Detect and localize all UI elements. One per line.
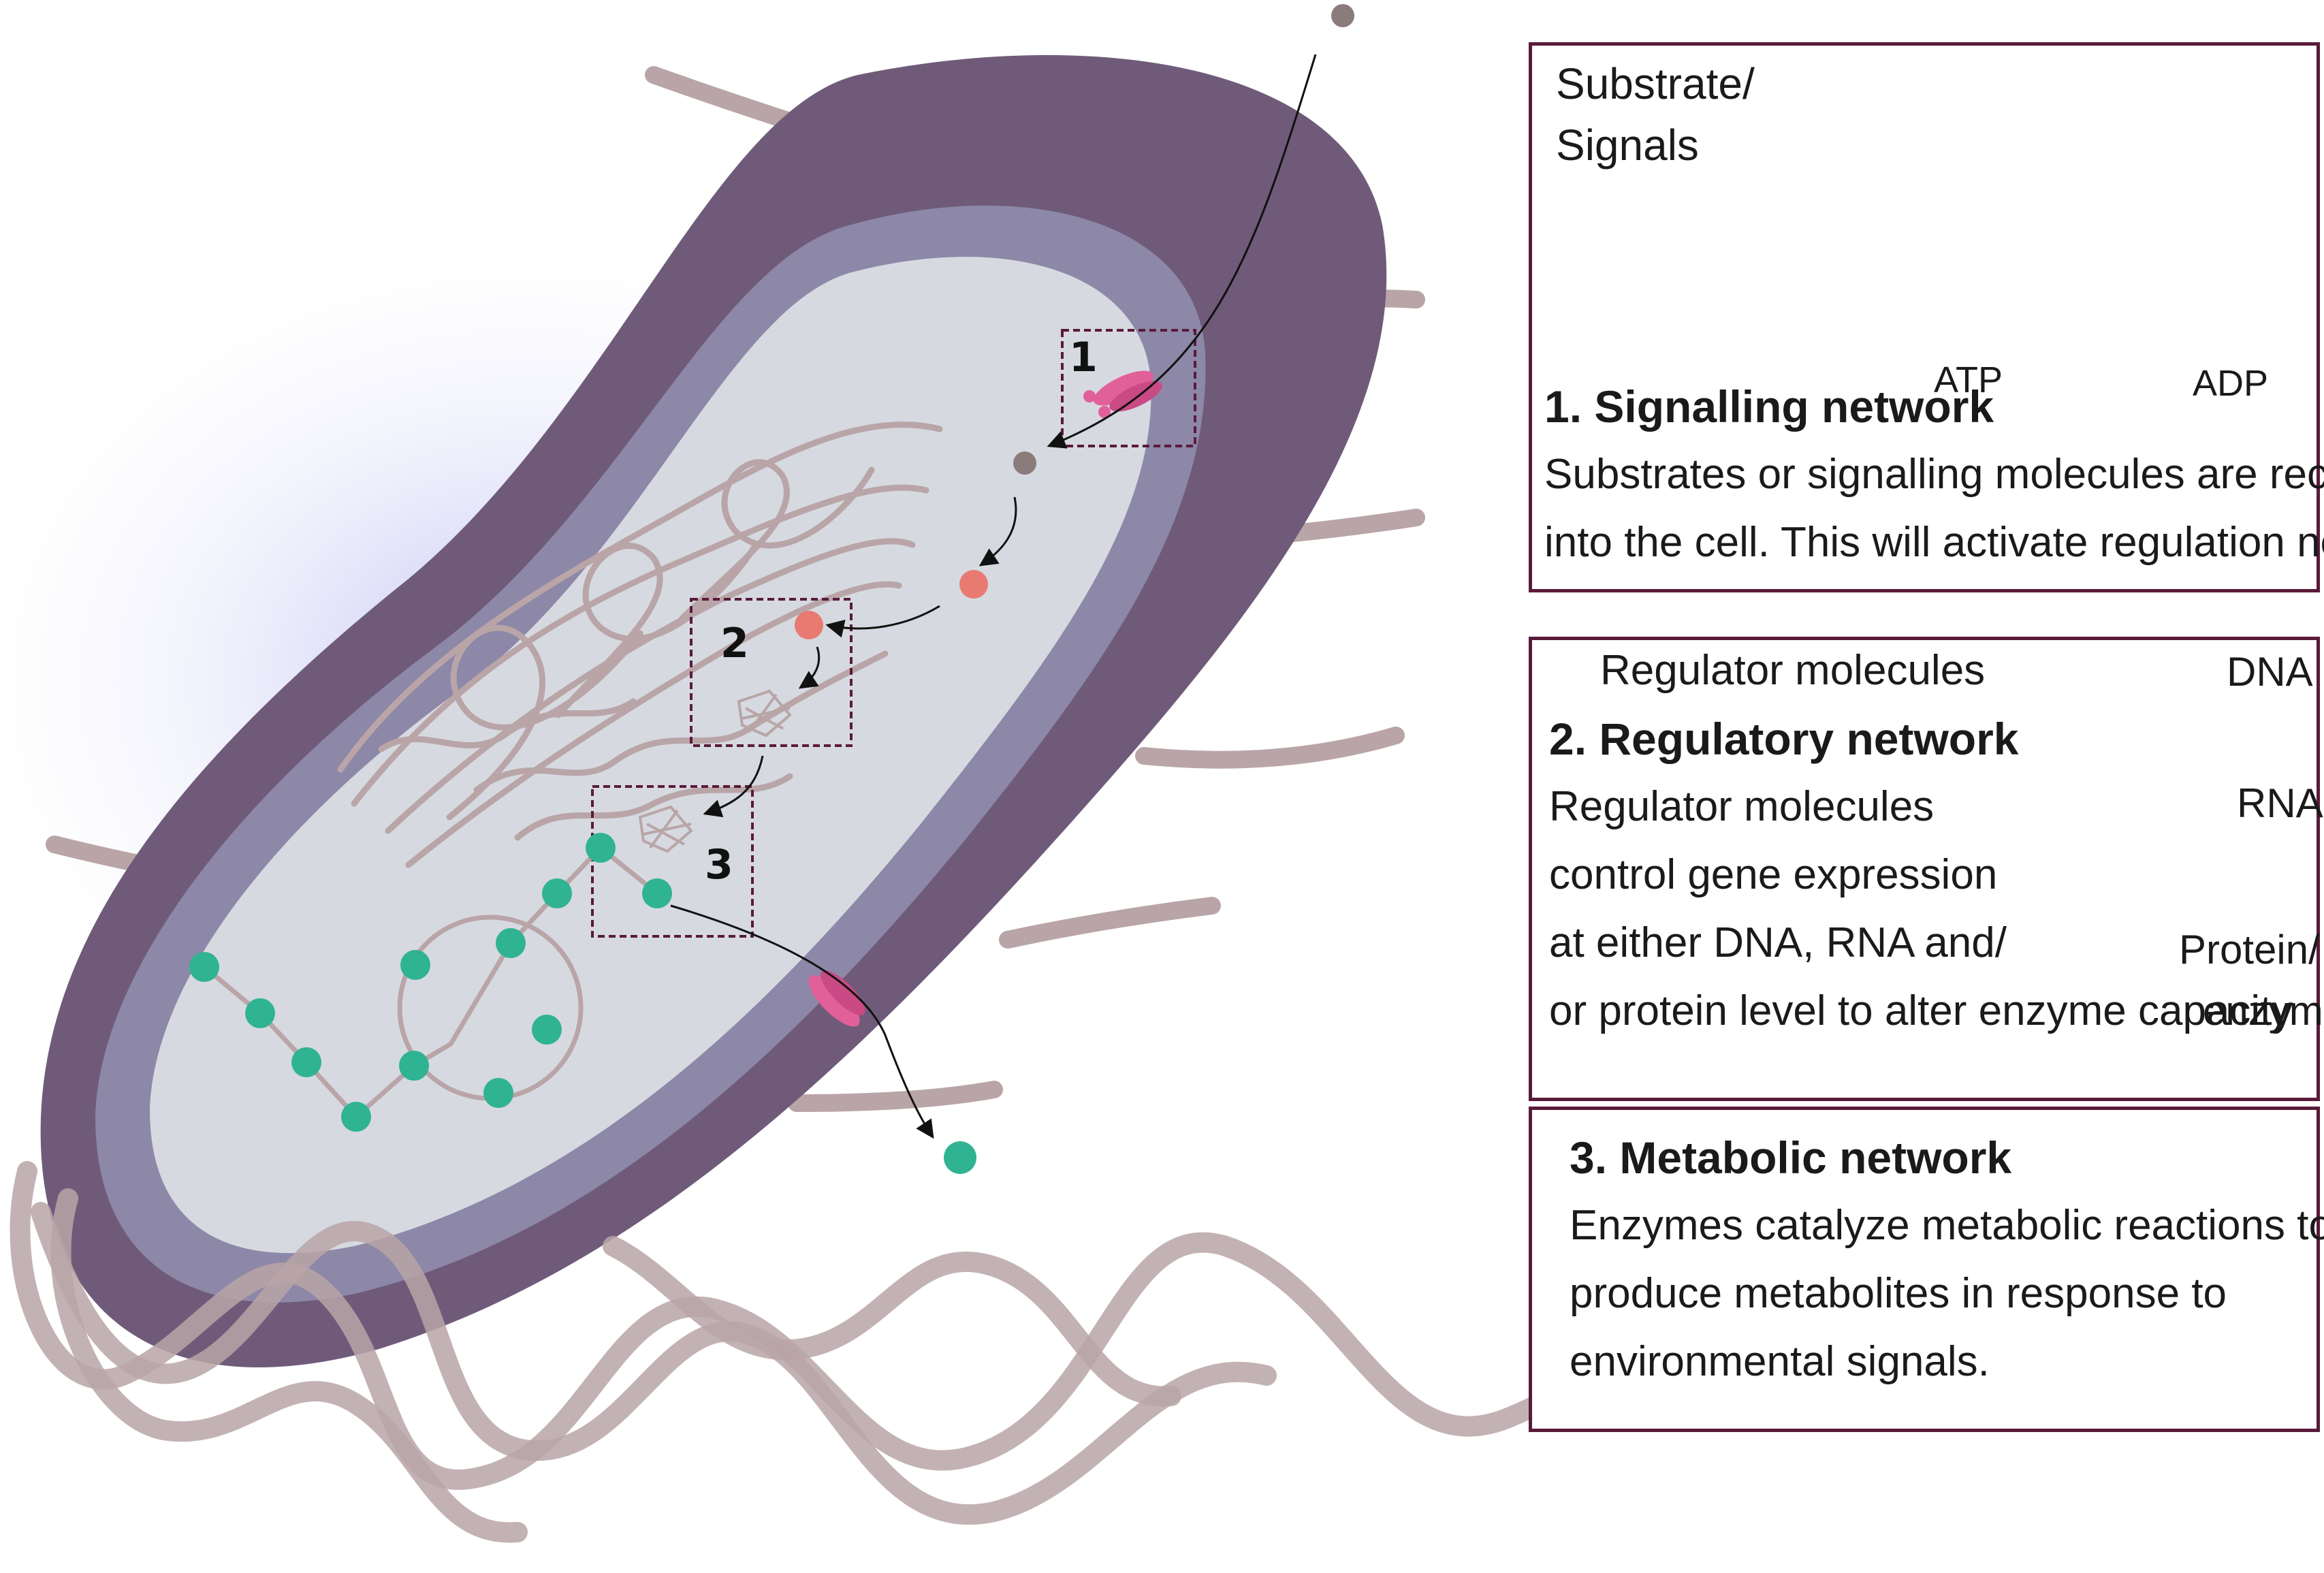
regulator-label: Regulator molecules <box>1600 647 1986 694</box>
transporter-icon <box>808 970 865 1027</box>
panel2-body-line4: or protein level to alter enzyme capacit… <box>1549 987 2293 1034</box>
regulator-molecule-icon <box>795 611 823 639</box>
signal-molecule-icon <box>1013 451 1036 475</box>
signalling-network-panel: Substrate/ Signals ATP ADP 1. Signalling… <box>1529 42 2324 592</box>
panel2-title: 2. Regulatory network <box>1549 714 2019 764</box>
metabolite-icon <box>189 833 672 1132</box>
panel1-body-line1: Substrates or signalling molecules are r… <box>1544 451 2324 498</box>
panel3-title: 3. Metabolic network <box>1570 1132 2012 1183</box>
flagella <box>10 1161 1726 1543</box>
step3-label: 3 <box>705 841 733 889</box>
rna-label: RNA <box>2237 780 2323 826</box>
protein-label-line2: enzyme <box>2203 988 2324 1034</box>
panel3-body-line2: produce metabolites in response to <box>1570 1270 2227 1317</box>
step2-label: 2 <box>720 620 749 667</box>
regulatory-network-panel: Regulator molecules DNA RNA Protein/ enz… <box>1529 637 2324 1101</box>
atp-label: ATP <box>1934 360 2003 400</box>
panel1-body-line2: into the cell. This will activate regula… <box>1544 519 2324 566</box>
protein-label-line1: Protein/ <box>2179 927 2320 972</box>
metabolic-network-panel: 3. Metabolic network Enzymes catalyze me… <box>1529 1107 2324 1432</box>
signal-path-arrow <box>1047 54 1317 449</box>
step2-box <box>690 598 853 747</box>
metabolite-icon <box>944 1141 976 1174</box>
adp-label: ADP <box>2193 363 2269 404</box>
panel2-body-line1: Regulator molecules <box>1549 783 1935 830</box>
enzyme-icon <box>638 805 693 853</box>
dna-label: DNA <box>2227 649 2313 695</box>
panel2-body-line3: at either DNA, RNA and/ <box>1549 919 2007 966</box>
panel3-body-line1: Enzymes catalyze metabolic reactions to <box>1570 1202 2324 1249</box>
regulator-molecule-icon <box>959 570 988 599</box>
substrate-label-line1: Substrate/ <box>1556 59 1755 108</box>
panel1-title: 1. Signalling network <box>1544 381 1994 432</box>
nucleoid-dna <box>337 422 943 868</box>
signal-molecule-icon <box>1331 4 1354 27</box>
panel2-body-line2: control gene expression <box>1549 851 1998 898</box>
export-arrow <box>670 904 934 1139</box>
enzyme-icon <box>737 689 792 737</box>
panel3-body-line3: environmental signals. <box>1570 1338 1990 1385</box>
substrate-label-line2: Signals <box>1556 121 1699 170</box>
step3-box <box>591 785 754 938</box>
step1-label: 1 <box>1069 334 1098 381</box>
step1-box <box>1061 329 1196 447</box>
